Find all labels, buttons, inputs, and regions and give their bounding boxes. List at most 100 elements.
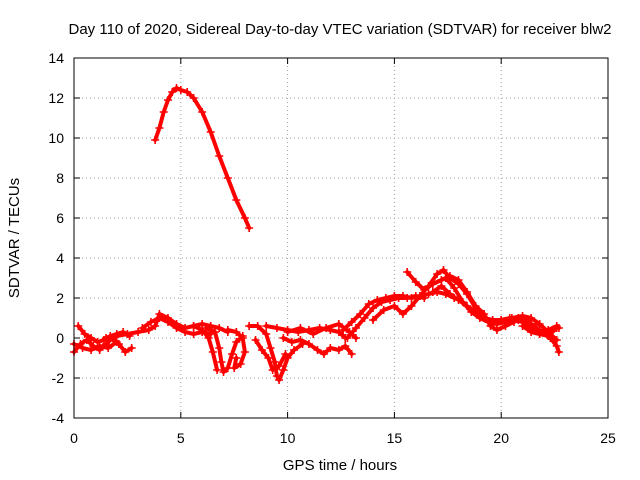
data-point <box>343 334 352 342</box>
data-point <box>104 344 113 352</box>
data-point <box>215 152 224 160</box>
data-point <box>219 368 228 376</box>
data-point <box>155 314 164 322</box>
data-point <box>433 270 442 278</box>
data-point <box>151 322 160 330</box>
data-point <box>398 310 407 318</box>
plot-frame <box>73 57 609 419</box>
data-point <box>213 366 222 374</box>
data-point <box>240 214 249 222</box>
data-point <box>326 344 335 352</box>
data-point <box>198 326 207 334</box>
data-point <box>189 330 198 338</box>
data-point <box>155 124 164 132</box>
data-point <box>232 328 241 336</box>
data-point <box>163 318 172 326</box>
data-point <box>439 266 448 274</box>
data-point <box>102 334 111 342</box>
data-point <box>369 316 378 324</box>
data-point <box>172 324 181 332</box>
data-series <box>70 84 563 384</box>
y-tick-label: 2 <box>56 290 64 306</box>
data-point <box>356 310 365 318</box>
data-point <box>379 306 388 314</box>
data-point <box>544 326 553 334</box>
data-point <box>420 294 429 302</box>
data-point <box>403 268 412 276</box>
data-point <box>527 328 536 336</box>
series-arc-6 <box>151 84 254 232</box>
data-point <box>416 292 425 300</box>
data-point <box>264 354 273 362</box>
data-point <box>230 364 239 372</box>
y-tick-label: 0 <box>56 330 64 346</box>
data-point <box>454 276 463 284</box>
data-point <box>441 274 450 282</box>
data-point <box>309 330 318 338</box>
data-point <box>238 334 247 342</box>
data-point <box>334 328 343 336</box>
data-point <box>245 322 254 330</box>
data-point <box>527 314 536 322</box>
series-arc-7 <box>202 324 247 376</box>
data-point <box>463 288 472 296</box>
data-point <box>253 322 262 330</box>
data-point <box>202 324 211 332</box>
data-point <box>319 350 328 358</box>
data-point <box>210 328 219 336</box>
data-point <box>223 326 232 334</box>
data-point <box>240 348 249 356</box>
data-point <box>236 360 245 368</box>
series-trace <box>405 270 534 332</box>
data-point <box>232 338 241 346</box>
y-tick-label: 14 <box>48 50 64 66</box>
data-point <box>518 322 527 330</box>
data-point <box>172 84 181 92</box>
data-point <box>322 324 331 332</box>
data-point <box>121 348 130 356</box>
data-point <box>275 376 284 384</box>
data-point <box>377 298 386 306</box>
data-point <box>251 336 260 344</box>
data-point <box>279 366 288 374</box>
data-point <box>146 318 155 326</box>
data-point <box>215 344 224 352</box>
x-tick-label: 15 <box>387 430 403 446</box>
data-point <box>215 324 224 332</box>
data-point <box>411 278 420 286</box>
grid <box>74 58 608 418</box>
data-point <box>535 320 544 328</box>
data-point <box>445 290 454 298</box>
data-point <box>484 318 493 326</box>
series-arc-3 <box>70 338 121 354</box>
data-point <box>296 324 305 332</box>
data-point <box>87 346 96 354</box>
data-point <box>390 302 399 310</box>
y-axis-title: SDTVAR / TECUs <box>6 178 23 298</box>
series-arc-10 <box>245 322 307 384</box>
y-tick-label: -2 <box>52 370 65 386</box>
data-point <box>360 314 369 322</box>
data-point <box>467 308 476 316</box>
data-point <box>78 344 87 352</box>
data-point <box>176 86 185 94</box>
data-point <box>450 284 459 292</box>
data-point <box>351 324 360 332</box>
data-point <box>257 346 266 354</box>
x-tick-label: 25 <box>600 430 616 446</box>
data-point <box>351 334 360 342</box>
data-point <box>347 318 356 326</box>
data-point <box>123 330 132 338</box>
data-point <box>217 358 226 366</box>
data-point <box>127 344 136 352</box>
data-point <box>341 342 350 350</box>
data-point <box>386 296 395 304</box>
data-point <box>428 280 437 288</box>
y-tick-label: 8 <box>56 170 64 186</box>
series-arc-9 <box>223 326 249 372</box>
series-arc-13 <box>279 334 356 358</box>
data-point <box>87 334 96 342</box>
data-point <box>304 340 313 348</box>
data-point <box>554 324 563 332</box>
data-point <box>445 272 454 280</box>
